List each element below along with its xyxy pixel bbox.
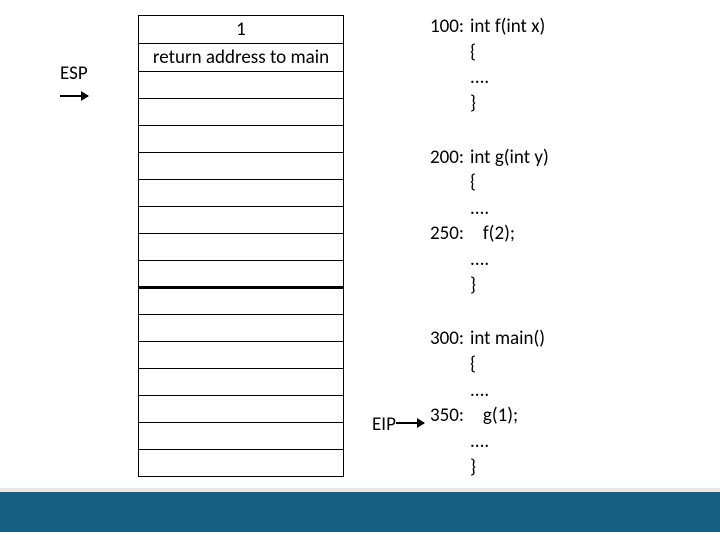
code-line: 350: g(1); — [420, 403, 549, 429]
esp-pointer-label: ESP — [60, 62, 88, 108]
code-line: { — [420, 170, 549, 196]
stack-row — [139, 126, 344, 153]
code-text: .... — [470, 65, 489, 91]
code-address — [420, 170, 470, 196]
code-line: .... — [420, 65, 549, 91]
code-block: 100:int f(int x){....} — [420, 14, 549, 117]
stack-cell — [139, 342, 344, 369]
code-line: .... — [420, 196, 549, 222]
code-line: .... — [420, 378, 549, 404]
stack-cell — [139, 207, 344, 234]
code-text: } — [470, 91, 476, 117]
code-text: .... — [470, 378, 489, 404]
code-line: } — [420, 273, 549, 299]
code-text: { — [470, 352, 476, 378]
code-text: { — [470, 40, 476, 66]
code-address — [420, 40, 470, 66]
code-address — [420, 247, 470, 273]
footer-bar — [0, 492, 720, 532]
code-line: } — [420, 91, 549, 117]
arrow-right-icon — [60, 95, 88, 97]
code-text: int g(int y) — [470, 145, 549, 171]
code-line: .... — [420, 429, 549, 455]
code-address — [420, 352, 470, 378]
stack-cell — [139, 261, 344, 288]
stack-cell — [139, 423, 344, 450]
stack-row — [139, 207, 344, 234]
code-text: g(1); — [470, 403, 518, 429]
code-address — [420, 65, 470, 91]
code-address — [420, 378, 470, 404]
stack-cell — [139, 72, 344, 99]
code-line: } — [420, 455, 549, 481]
stack-cell — [139, 126, 344, 153]
code-address: 200: — [420, 145, 470, 171]
arrow-right-icon — [396, 422, 424, 424]
code-block: 200:int g(int y){....250: f(2);....} — [420, 145, 549, 299]
stack-table: 1return address to main — [138, 15, 344, 477]
stack-cell — [139, 369, 344, 396]
stack-cell: return address to main — [139, 44, 344, 72]
code-line: .... — [420, 247, 549, 273]
stack-row: 1 — [139, 16, 344, 44]
stack-cell — [139, 288, 344, 315]
code-address — [420, 455, 470, 481]
stack-row — [139, 342, 344, 369]
stack-row — [139, 423, 344, 450]
stack-cell — [139, 396, 344, 423]
code-line: { — [420, 40, 549, 66]
stack-cell — [139, 234, 344, 261]
code-text: .... — [470, 196, 489, 222]
stack-row — [139, 234, 344, 261]
code-address: 350: — [420, 403, 470, 429]
code-line: 200:int g(int y) — [420, 145, 549, 171]
code-listing: 100:int f(int x){....}200:int g(int y){.… — [420, 14, 549, 508]
code-text: int main() — [470, 326, 545, 352]
stack-row — [139, 315, 344, 342]
code-block: 300:int main(){....350: g(1);....} — [420, 326, 549, 480]
code-text: int f(int x) — [470, 14, 545, 40]
stack-cell — [139, 153, 344, 180]
code-address — [420, 196, 470, 222]
code-text: .... — [470, 429, 489, 455]
code-line: 100:int f(int x) — [420, 14, 549, 40]
stack-row — [139, 72, 344, 99]
eip-pointer-label: EIP — [372, 413, 424, 436]
eip-text: EIP — [372, 413, 396, 436]
code-address — [420, 273, 470, 299]
stack-row: return address to main — [139, 44, 344, 72]
code-text: { — [470, 170, 476, 196]
stack-cell — [139, 450, 344, 477]
code-line: 300:int main() — [420, 326, 549, 352]
code-text: f(2); — [470, 221, 515, 247]
stack-row — [139, 261, 344, 288]
stack-row — [139, 153, 344, 180]
code-text: .... — [470, 247, 489, 273]
stack-cell — [139, 99, 344, 126]
esp-text: ESP — [60, 62, 88, 85]
stack-row — [139, 396, 344, 423]
stack-cell — [139, 180, 344, 207]
stack-row — [139, 288, 344, 315]
code-text: } — [470, 455, 476, 481]
code-address: 250: — [420, 221, 470, 247]
code-line: 250: f(2); — [420, 221, 549, 247]
stack-row — [139, 99, 344, 126]
stack-cell: 1 — [139, 16, 344, 44]
code-line: { — [420, 352, 549, 378]
code-address — [420, 91, 470, 117]
stack-row — [139, 180, 344, 207]
code-address — [420, 429, 470, 455]
stack-row — [139, 369, 344, 396]
code-text: } — [470, 273, 476, 299]
code-address: 100: — [420, 14, 470, 40]
stack-cell — [139, 315, 344, 342]
code-address: 300: — [420, 326, 470, 352]
stack-row — [139, 450, 344, 477]
